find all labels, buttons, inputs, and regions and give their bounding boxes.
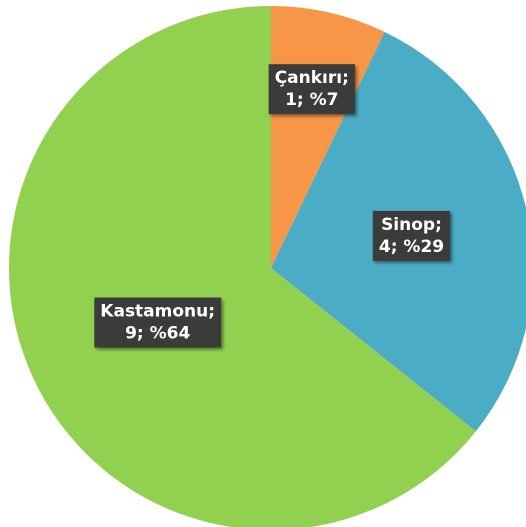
data-label: Kastamonu;9; %64 [94,297,222,348]
label-category: Kastamonu; [100,302,215,322]
label-value: 4; %29 [379,237,444,257]
label-category: Çankırı; [275,68,349,88]
label-value: 9; %64 [125,324,190,344]
data-label: Sinop;4; %29 [372,210,451,261]
label-box [268,64,355,115]
pie-slice [9,6,476,527]
label-box [372,210,451,261]
label-box [94,297,222,348]
data-label: Çankırı;1; %7 [268,64,355,115]
label-category: Sinop; [381,215,442,235]
label-value: 1; %7 [285,90,338,110]
